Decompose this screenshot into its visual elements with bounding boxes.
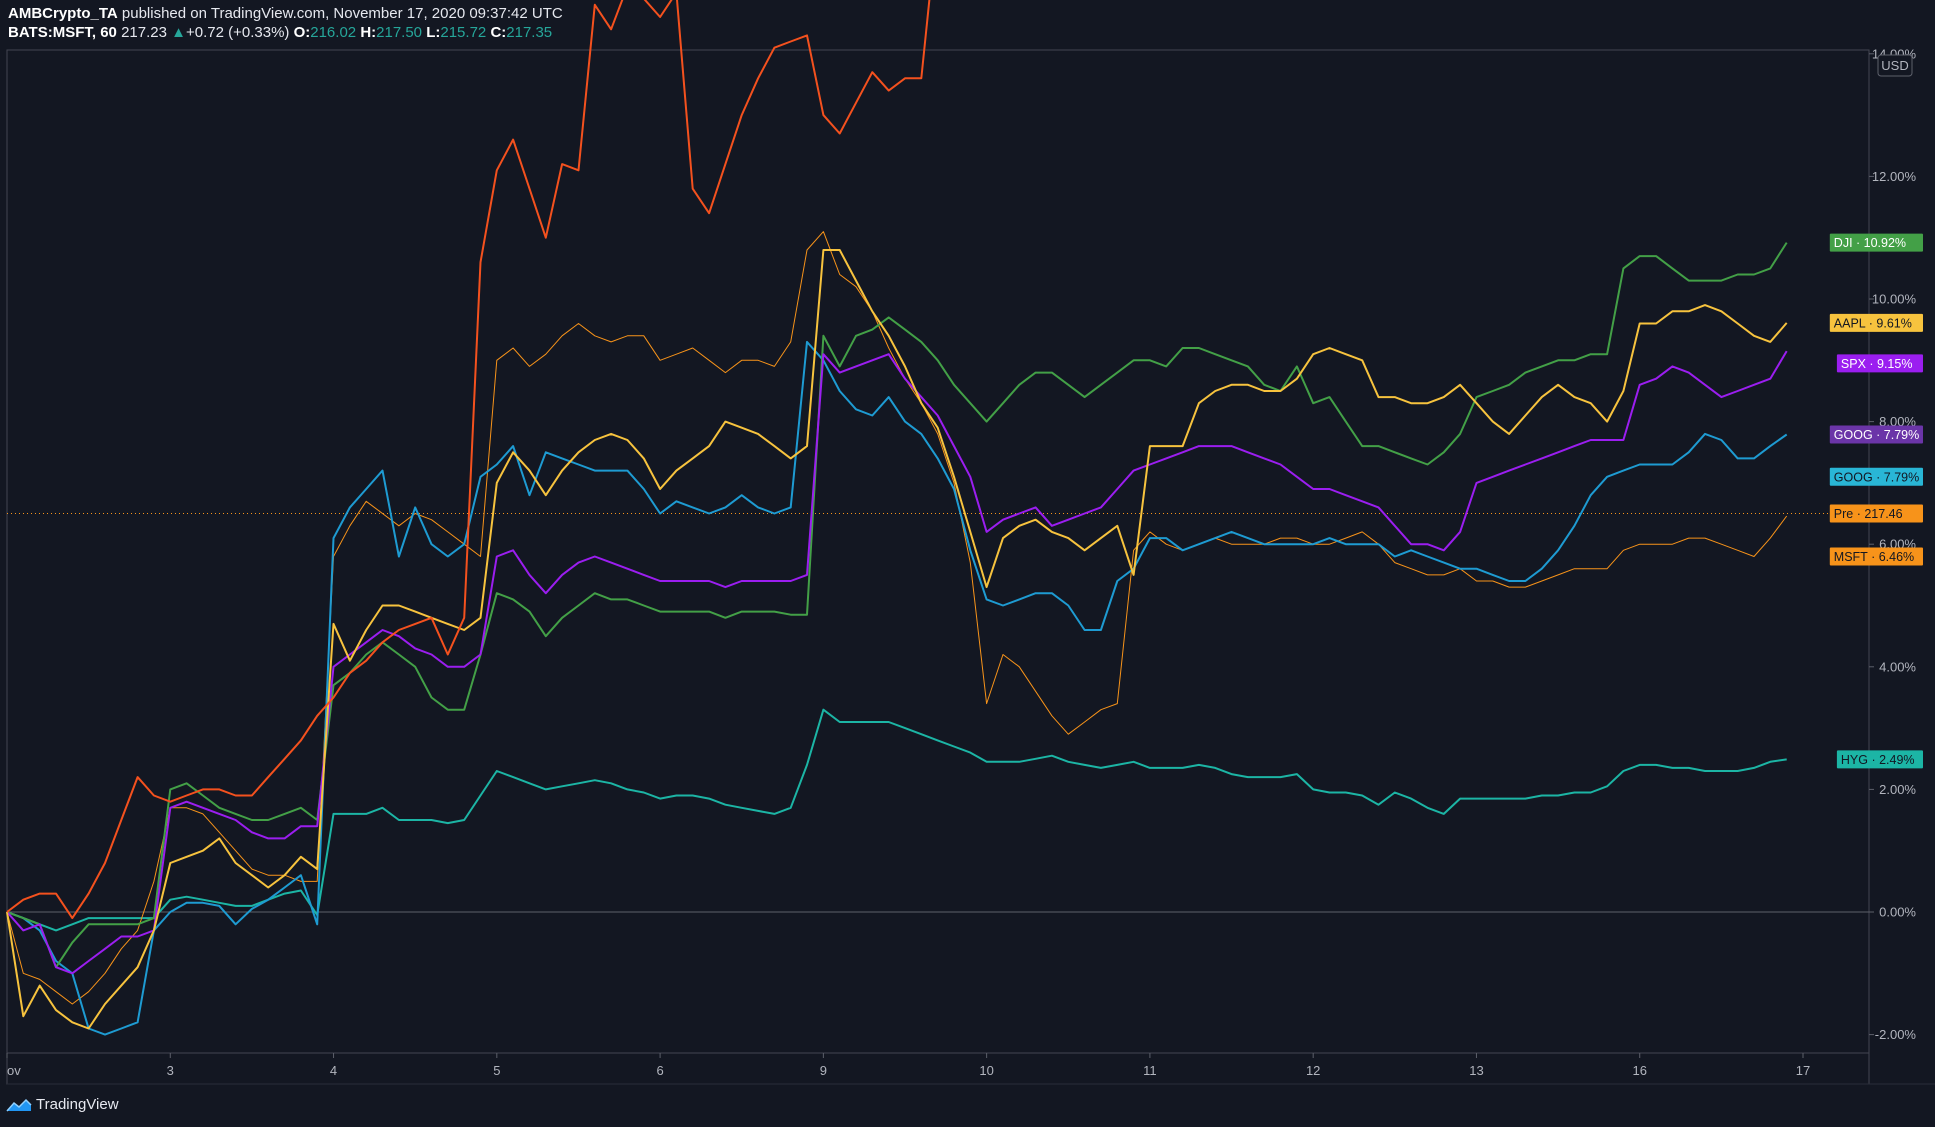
close-value: 217.35 [506, 24, 553, 41]
symbol-name[interactable]: BATS:MSFT, 60 [8, 24, 117, 41]
price-label-dji[interactable]: DJI · 10.92% [1829, 233, 1923, 252]
close-label: C: [490, 24, 507, 41]
publish-date: published on TradingView.com, November 1… [121, 5, 563, 22]
series-line-dji [6, 242, 1788, 969]
price-label-aapl[interactable]: AAPL · 9.61% [1829, 313, 1923, 332]
svg-text:Pre · 217.46: Pre · 217.46 [1834, 507, 1903, 521]
price-label-spx[interactable]: SPX · 9.15% [1836, 354, 1923, 373]
chart-frame [6, 49, 1870, 1085]
time-tick-label: 12 [1306, 1063, 1320, 1078]
svg-text:HYG · 2.49%: HYG · 2.49% [1841, 753, 1915, 767]
high-value: 217.50 [376, 24, 423, 41]
price-label-goog[interactable]: GOOG · 7.79% [1829, 467, 1923, 486]
price-change: +0.72 (+0.33%) [186, 24, 290, 41]
time-tick-label: 10 [979, 1063, 993, 1078]
tradingview-brand: TradingView [36, 1096, 119, 1113]
time-tick-label: 16 [1632, 1063, 1646, 1078]
time-tick-label: 5 [493, 1063, 500, 1078]
symbol-info: BATS:MSFT, 60 217.23 ▲+0.72 (+0.33%) O:2… [8, 23, 563, 42]
currency-label: USD [1881, 58, 1908, 73]
time-tick-label: 4 [330, 1063, 337, 1078]
svg-text:DJI · 10.92%: DJI · 10.92% [1834, 236, 1906, 250]
series-layer [6, 0, 1788, 1036]
time-tick-label: ov [7, 1063, 21, 1078]
price-tick-label: 2.00% [1879, 782, 1916, 797]
open-value: 216.02 [310, 24, 357, 41]
low-value: 215.72 [440, 24, 487, 41]
up-arrow-icon: ▲ [171, 24, 186, 41]
price-tick-label: 4.00% [1879, 659, 1916, 674]
author-name[interactable]: AMBCrypto_TA [8, 5, 118, 22]
price-label-pre[interactable]: Pre · 217.46 [1829, 504, 1923, 523]
series-line-btcusd [6, 0, 931, 920]
time-tick-label: 17 [1796, 1063, 1810, 1078]
price-label-hyg[interactable]: HYG · 2.49% [1836, 750, 1923, 769]
tradingview-logo-icon [6, 1098, 32, 1111]
last-price: 217.23 [121, 24, 167, 41]
open-label: O: [293, 24, 311, 41]
series-price-labels: BTCUSD · 24.95%DJI · 10.92%AAPL · 9.61%S… [1829, 233, 1923, 769]
series-line-msft [6, 231, 1788, 1005]
chart-header: AMBCrypto_TA published on TradingView.co… [8, 4, 563, 42]
price-tick-label: 12.00% [1872, 169, 1917, 184]
svg-text:MSFT · 6.46%: MSFT · 6.46% [1834, 550, 1914, 564]
svg-text:GOOG · 7.79%: GOOG · 7.79% [1834, 428, 1919, 442]
price-label-msft[interactable]: MSFT · 6.46% [1829, 547, 1923, 566]
series-line-goog [6, 340, 1788, 1036]
svg-text:GOOG · 7.79%: GOOG · 7.79% [1834, 470, 1919, 484]
currency-button[interactable]: USD [1877, 54, 1913, 77]
low-label: L: [426, 24, 441, 41]
price-tick-label: 10.00% [1872, 292, 1917, 307]
price-axis-ticks: 26.00%24.00%22.00%20.00%18.00%16.00%14.0… [1869, 46, 1917, 1042]
series-line-spx [6, 350, 1788, 975]
tradingview-footer[interactable]: TradingView [6, 1096, 119, 1113]
price-tick-label: -2.00% [1875, 1027, 1917, 1042]
zero-line-layer [7, 513, 1869, 913]
time-tick-label: 11 [1143, 1063, 1157, 1078]
price-tick-label: 0.00% [1879, 905, 1916, 920]
price-tick-label: 8.00% [1879, 414, 1916, 429]
svg-text:SPX · 9.15%: SPX · 9.15% [1841, 357, 1913, 371]
svg-text:AAPL · 9.61%: AAPL · 9.61% [1834, 316, 1912, 330]
time-axis-ticks: ov 3 4 5 6 9 10 11 12 13 16 17 [6, 1053, 1810, 1078]
time-tick-label: 3 [167, 1063, 174, 1078]
series-line-aapl [6, 249, 1788, 1030]
time-tick-label: 13 [1469, 1063, 1483, 1078]
time-tick-label: 6 [656, 1063, 663, 1078]
time-tick-label: 9 [820, 1063, 827, 1078]
price-label-goog[interactable]: GOOG · 7.79% [1829, 425, 1923, 444]
publish-info: AMBCrypto_TA published on TradingView.co… [8, 4, 563, 23]
series-line-hyg [6, 708, 1787, 932]
high-label: H: [360, 24, 377, 41]
